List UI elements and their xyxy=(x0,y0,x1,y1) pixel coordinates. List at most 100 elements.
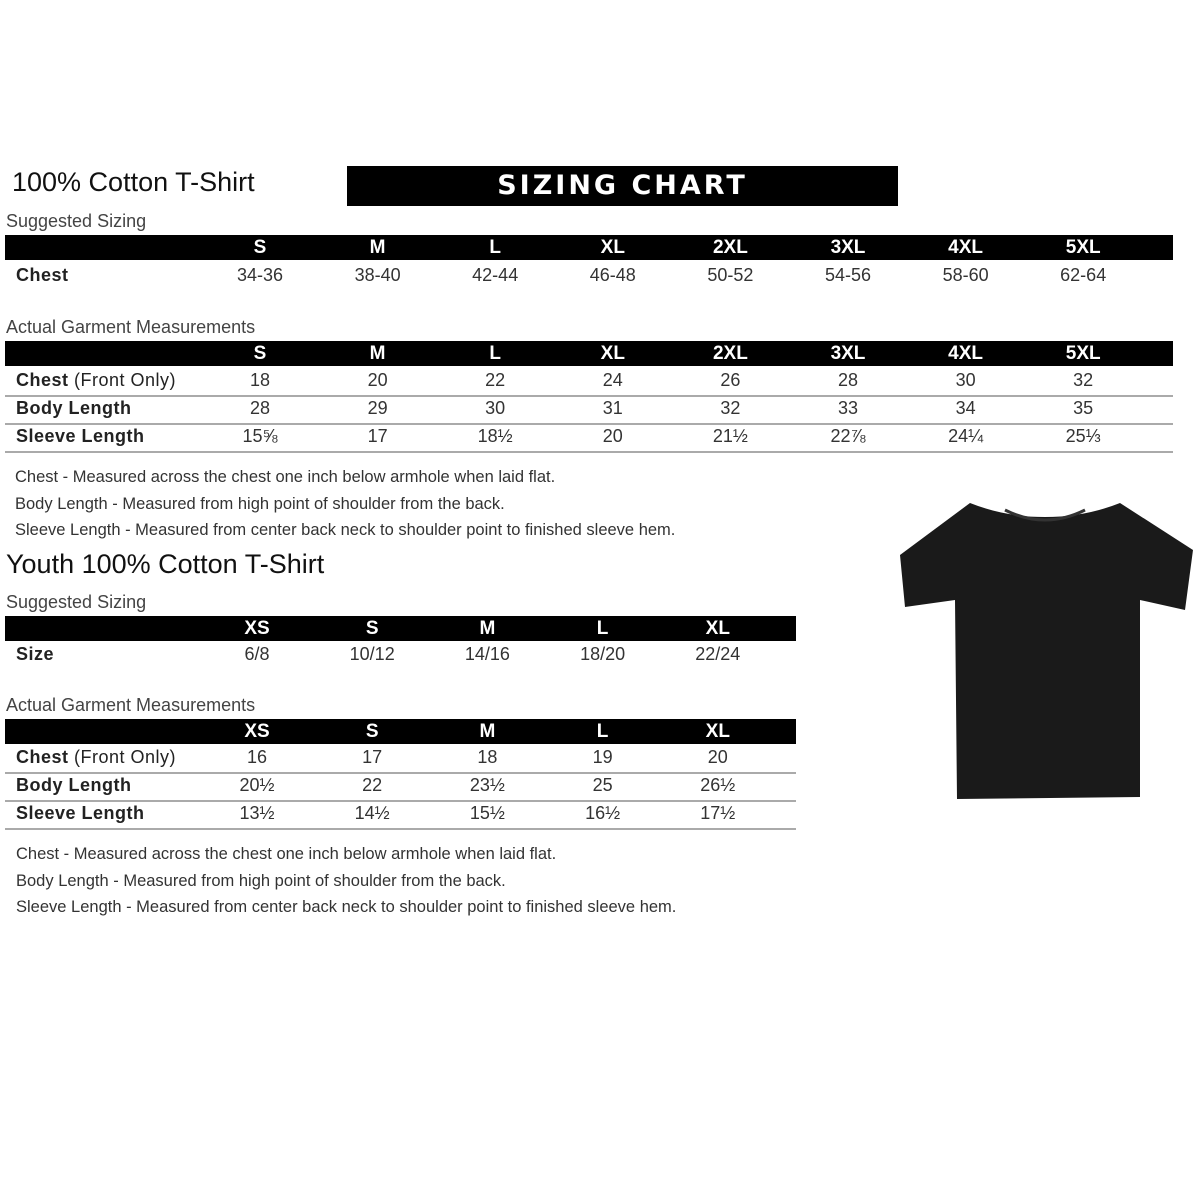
table-cell: 28 xyxy=(837,370,859,390)
table-cell: 54-56 xyxy=(824,265,872,285)
table-cell: 22 xyxy=(362,775,383,795)
table-cell: 22/24 xyxy=(695,644,741,664)
adult-suggested-label: Suggested Sizing xyxy=(6,211,147,231)
table-cell: 28 xyxy=(249,398,271,418)
row-label: Size xyxy=(16,644,54,665)
table-cell: 25⅓ xyxy=(1065,426,1101,446)
size-header: L xyxy=(596,721,609,742)
size-header: 2XL xyxy=(712,237,748,258)
measurement-note: Chest - Measured across the chest one in… xyxy=(16,845,557,863)
table-cell: 29 xyxy=(367,398,388,418)
table-cell: 22 xyxy=(485,370,506,390)
size-header: L xyxy=(489,343,501,364)
row-label: Body Length xyxy=(16,775,132,796)
table-cell: 20 xyxy=(367,370,388,390)
table-cell: 15⅝ xyxy=(242,426,278,446)
size-header: 5XL xyxy=(1065,237,1101,258)
row-label-text: Sleeve Length xyxy=(16,803,145,823)
row-label-text: Chest xyxy=(16,370,69,390)
adult-actual-label: Actual Garment Measurements xyxy=(6,317,256,337)
table-cell: 14/16 xyxy=(464,644,510,664)
youth-suggested-label: Suggested Sizing xyxy=(6,592,147,612)
row-label-text: Body Length xyxy=(16,398,132,418)
row-label-text: Chest xyxy=(16,265,69,285)
measurement-note: Body Length - Measured from high point o… xyxy=(16,871,506,890)
size-header: 5XL xyxy=(1065,343,1101,364)
table-cell: 17 xyxy=(362,747,383,767)
table-cell: 20 xyxy=(707,747,728,767)
table-cell: 24 xyxy=(602,370,623,390)
table-cell: 26½ xyxy=(700,775,736,795)
row-divider xyxy=(5,451,1173,453)
size-header: XL xyxy=(705,721,730,742)
row-label: Chest (Front Only) xyxy=(16,747,176,768)
row-label-text: Size xyxy=(16,644,55,664)
sizing-chart-banner: SIZING CHART xyxy=(347,166,898,206)
table-cell: 50-52 xyxy=(707,265,754,285)
size-header: L xyxy=(489,237,501,258)
size-header: S xyxy=(365,618,379,639)
table-cell: 25 xyxy=(592,775,613,795)
size-header: S xyxy=(365,721,379,742)
table-cell: 14½ xyxy=(354,803,390,823)
table-cell: 24¼ xyxy=(948,426,984,446)
table-cell: 62-64 xyxy=(1060,265,1107,285)
table-cell: 21½ xyxy=(712,426,748,446)
size-header: 4XL xyxy=(948,237,984,258)
row-label-text: Sleeve Length xyxy=(16,426,145,446)
row-label-text: Body Length xyxy=(16,775,132,795)
youth-actual-label: Actual Garment Measurements xyxy=(6,695,256,715)
measurement-note: Sleeve Length - Measured from center bac… xyxy=(16,898,677,916)
table-header-bar xyxy=(5,235,1173,260)
table-cell: 33 xyxy=(837,398,859,418)
table-cell: 18 xyxy=(477,747,498,767)
size-header: 3XL xyxy=(830,343,866,364)
row-divider xyxy=(5,395,1173,397)
size-header: 3XL xyxy=(830,237,866,258)
table-cell: 17½ xyxy=(700,803,736,823)
size-header: S xyxy=(253,343,267,364)
adult-title: 100% Cotton T-Shirt xyxy=(12,167,255,197)
table-cell: 6/8 xyxy=(244,644,270,664)
size-header: XS xyxy=(244,721,270,742)
table-cell: 32 xyxy=(720,398,741,418)
row-label: Chest (Front Only) xyxy=(16,370,176,391)
measurement-note: Body Length - Measured from high point o… xyxy=(15,494,505,513)
table-cell: 18/20 xyxy=(580,644,626,664)
table-cell: 10/12 xyxy=(349,644,395,664)
table-cell: 30 xyxy=(955,370,976,390)
table-cell: 22⅞ xyxy=(830,426,866,446)
size-header: M xyxy=(479,618,496,639)
size-header: M xyxy=(369,343,386,364)
row-label: Chest xyxy=(16,265,69,286)
row-label-extra: (Front Only) xyxy=(74,370,177,390)
table-cell: 20½ xyxy=(239,775,275,795)
table-header-bar xyxy=(5,616,796,641)
tshirt-shape xyxy=(900,503,1193,799)
table-cell: 15½ xyxy=(469,803,505,823)
youth-title: Youth 100% Cotton T-Shirt xyxy=(6,549,325,579)
measurement-note: Chest - Measured across the chest one in… xyxy=(15,468,556,486)
row-label: Sleeve Length xyxy=(16,426,145,447)
table-cell: 31 xyxy=(602,398,623,418)
table-cell: 58-60 xyxy=(942,265,989,285)
table-cell: 17 xyxy=(367,426,388,446)
table-cell: 19 xyxy=(592,747,613,767)
size-header: 2XL xyxy=(712,343,748,364)
table-cell: 18 xyxy=(249,370,271,390)
size-header: XL xyxy=(600,237,625,258)
row-divider xyxy=(5,423,1173,425)
table-cell: 20 xyxy=(602,426,623,446)
table-header-bar xyxy=(5,719,796,744)
table-cell: 16 xyxy=(246,747,268,767)
table-cell: 34 xyxy=(955,398,976,418)
size-header: XS xyxy=(244,618,270,639)
row-divider xyxy=(5,828,796,830)
table-cell: 26 xyxy=(720,370,741,390)
row-divider xyxy=(5,800,796,802)
size-header: XL xyxy=(600,343,625,364)
row-label-extra: (Front Only) xyxy=(74,747,177,767)
row-divider xyxy=(5,772,796,774)
row-label: Body Length xyxy=(16,398,132,419)
